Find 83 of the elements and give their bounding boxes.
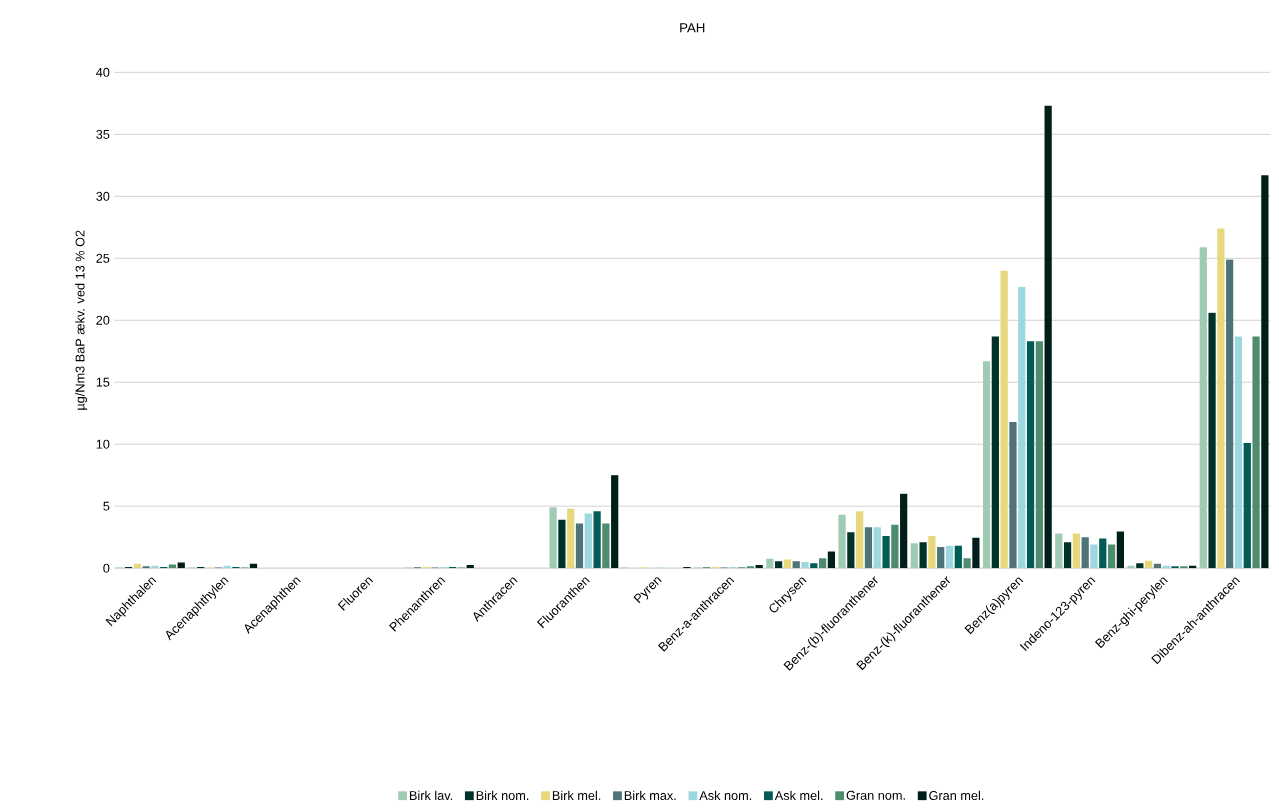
y-axis-title: µg/Nm3 BaP ækv. ved 13 % O2 — [75, 230, 88, 410]
bar — [1234, 336, 1243, 569]
legend-label: Ask nom. — [699, 790, 752, 801]
legend-label: Ask mel. — [774, 790, 823, 801]
bar — [945, 545, 954, 569]
bar — [593, 511, 601, 569]
legend-label: Gran nom. — [846, 790, 905, 800]
y-tick-label: 10 — [96, 439, 110, 449]
bar — [1090, 544, 1098, 569]
bar — [1018, 286, 1026, 569]
bar — [766, 559, 774, 569]
legend-label: Birk max. — [624, 790, 676, 801]
bar — [549, 507, 557, 569]
legend-label: Gran mel. — [929, 790, 984, 801]
bar — [1072, 533, 1080, 569]
bar — [1243, 443, 1251, 569]
bar — [928, 536, 936, 569]
bar — [1035, 341, 1043, 569]
bar — [1208, 312, 1216, 569]
legend-label: Birk mel. — [552, 790, 601, 801]
bar — [954, 545, 962, 569]
bar — [891, 524, 899, 569]
bar — [1136, 563, 1144, 569]
bar — [558, 519, 566, 569]
bar — [972, 537, 980, 569]
y-tick-label: 5 — [103, 501, 110, 511]
bar — [1000, 270, 1008, 569]
bar — [1217, 228, 1225, 569]
bar — [1099, 538, 1107, 569]
bar — [900, 493, 908, 569]
bar — [1107, 544, 1116, 569]
bar — [755, 565, 763, 569]
bar — [1063, 542, 1072, 569]
bar — [1081, 537, 1089, 569]
bar — [1199, 247, 1207, 569]
bar — [783, 559, 792, 569]
bar — [1226, 259, 1234, 569]
bar — [466, 565, 474, 569]
legend-label: Birk lav. — [409, 790, 453, 801]
bar — [602, 523, 610, 569]
bar — [963, 558, 971, 569]
bar — [910, 543, 918, 569]
y-tick-label: 25 — [96, 253, 110, 263]
bar — [774, 561, 783, 569]
bar — [847, 532, 855, 569]
bar — [919, 542, 927, 569]
bar — [856, 511, 864, 569]
bar — [864, 527, 873, 569]
bar — [1261, 175, 1269, 569]
bar — [819, 558, 827, 569]
bar — [792, 561, 800, 569]
bar — [1153, 563, 1162, 569]
bar — [575, 523, 584, 569]
bar — [937, 547, 945, 569]
bar — [827, 551, 836, 569]
bar — [991, 336, 999, 569]
bar — [810, 563, 818, 569]
bar — [801, 562, 809, 569]
bar — [1145, 560, 1153, 569]
legend-label: Birk nom. — [476, 790, 529, 801]
bar — [584, 513, 592, 569]
bar — [1055, 533, 1063, 569]
bar — [838, 515, 846, 569]
y-tick-label: 20 — [96, 315, 110, 325]
y-tick-label: 40 — [96, 68, 110, 78]
y-tick-label: 0 — [103, 563, 110, 573]
bar — [611, 475, 619, 569]
bar — [1252, 336, 1260, 569]
bar — [1044, 105, 1052, 569]
y-tick-label: 35 — [96, 129, 110, 139]
bar — [133, 563, 141, 569]
bar — [249, 563, 258, 569]
y-tick-label: 30 — [96, 191, 110, 201]
bar — [882, 536, 890, 569]
bar — [168, 564, 177, 569]
bar — [1116, 531, 1125, 569]
bar — [1009, 422, 1017, 569]
bar — [567, 508, 575, 569]
y-tick-label: 15 — [96, 377, 110, 387]
bar — [982, 361, 991, 569]
bar — [873, 527, 881, 569]
bar — [1026, 341, 1035, 569]
chart-title: PAH — [680, 23, 705, 33]
